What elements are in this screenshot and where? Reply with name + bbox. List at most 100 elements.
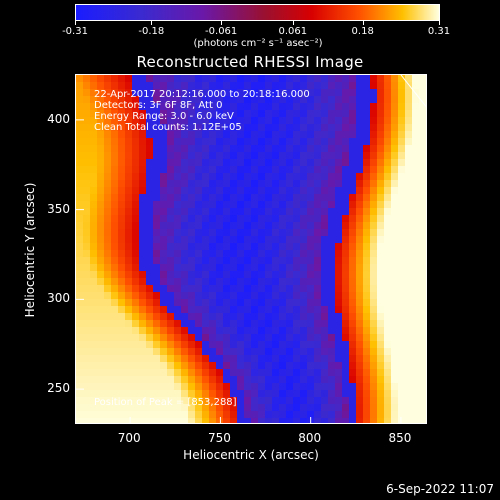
heatmap-cell bbox=[104, 355, 112, 363]
heatmap-cell bbox=[419, 362, 426, 370]
heatmap-cell bbox=[321, 418, 329, 423]
heatmap-cell bbox=[76, 292, 84, 300]
heatmap-cell bbox=[125, 75, 133, 83]
heatmap-cell bbox=[132, 341, 140, 349]
heatmap-cell bbox=[419, 383, 426, 391]
heatmap-cell bbox=[244, 362, 252, 370]
heatmap-cell bbox=[97, 383, 105, 391]
heatmap-cell bbox=[349, 278, 357, 286]
heatmap-cell bbox=[160, 418, 168, 423]
heatmap-cell bbox=[216, 201, 224, 209]
heatmap-cell bbox=[286, 103, 294, 111]
heatmap-cell bbox=[167, 299, 175, 307]
heatmap-cell bbox=[265, 292, 273, 300]
heatmap-cell bbox=[412, 271, 420, 279]
heatmap-cell bbox=[279, 264, 287, 272]
heatmap-cell bbox=[111, 110, 119, 118]
heatmap-cell bbox=[265, 397, 273, 405]
heatmap-cell bbox=[419, 285, 426, 293]
heatmap-cell bbox=[370, 341, 378, 349]
heatmap-cell bbox=[223, 75, 231, 83]
heatmap-cell bbox=[244, 152, 252, 160]
heatmap-cell bbox=[279, 201, 287, 209]
heatmap-cell bbox=[356, 348, 364, 356]
heatmap-cell bbox=[412, 278, 420, 286]
heatmap-cell bbox=[293, 313, 301, 321]
heatmap-cell bbox=[293, 306, 301, 314]
heatmap-cell bbox=[202, 334, 210, 342]
heatmap-cell bbox=[132, 348, 140, 356]
heatmap-cell bbox=[118, 103, 126, 111]
heatmap-cell bbox=[405, 264, 413, 272]
heatmap-cell bbox=[307, 82, 315, 90]
heatmap-cell bbox=[97, 201, 105, 209]
heatmap-cell bbox=[272, 362, 280, 370]
heatmap-cell bbox=[111, 376, 119, 384]
heatmap-cell bbox=[335, 173, 343, 181]
heatmap-cell bbox=[300, 397, 308, 405]
heatmap-cell bbox=[223, 376, 231, 384]
heatmap-cell bbox=[216, 348, 224, 356]
heatmap-cell bbox=[328, 138, 336, 146]
heatmap-cell bbox=[363, 243, 371, 251]
heatmap-cell bbox=[174, 411, 182, 419]
heatmap-cell bbox=[272, 306, 280, 314]
heatmap-cell bbox=[195, 369, 203, 377]
heatmap-cell bbox=[76, 264, 84, 272]
heatmap-cell bbox=[265, 82, 273, 90]
heatmap-cell bbox=[363, 89, 371, 97]
heatmap-cell bbox=[223, 404, 231, 412]
heatmap-cell bbox=[272, 355, 280, 363]
heatmap-cell bbox=[426, 299, 427, 307]
heatmap-cell bbox=[342, 320, 350, 328]
heatmap-cell bbox=[216, 96, 224, 104]
heatmap-cell bbox=[314, 166, 322, 174]
heatmap-cell bbox=[132, 292, 140, 300]
heatmap-cell bbox=[83, 194, 91, 202]
heatmap-cell bbox=[146, 222, 154, 230]
heatmap-cell bbox=[216, 257, 224, 265]
heatmap-cell bbox=[251, 257, 259, 265]
heatmap-cell bbox=[132, 369, 140, 377]
heatmap-cell bbox=[419, 320, 426, 328]
heatmap-cell bbox=[174, 180, 182, 188]
heatmap-cell bbox=[132, 131, 140, 139]
heatmap-cell bbox=[384, 138, 392, 146]
heatmap-cell bbox=[293, 180, 301, 188]
heatmap-cell bbox=[132, 278, 140, 286]
heatmap-cell bbox=[265, 278, 273, 286]
heatmap-cell bbox=[76, 404, 84, 412]
heatmap-cell bbox=[419, 299, 426, 307]
heatmap-cell bbox=[223, 327, 231, 335]
heatmap-cell bbox=[279, 278, 287, 286]
heatmap-cell bbox=[321, 194, 329, 202]
heatmap-cell bbox=[412, 117, 420, 125]
peak-position-label: Position of Peak = [853,288] bbox=[94, 397, 237, 408]
heatmap-cell bbox=[405, 334, 413, 342]
heatmap-cell bbox=[419, 201, 426, 209]
heatmap-cell bbox=[251, 89, 259, 97]
heatmap-cell bbox=[314, 194, 322, 202]
heatmap-cell bbox=[139, 110, 147, 118]
solar-limb-line bbox=[400, 75, 426, 108]
heatmap-cell bbox=[412, 320, 420, 328]
heatmap-cell bbox=[139, 292, 147, 300]
heatmap-cell bbox=[363, 278, 371, 286]
heatmap-cell bbox=[83, 397, 91, 405]
heatmap-cell bbox=[223, 278, 231, 286]
heatmap-cell bbox=[398, 75, 406, 83]
heatmap-cell bbox=[174, 145, 182, 153]
heatmap-cell bbox=[377, 418, 385, 423]
heatmap-cell bbox=[265, 264, 273, 272]
heatmap-cell bbox=[118, 271, 126, 279]
heatmap-cell bbox=[104, 215, 112, 223]
heatmap-cell bbox=[146, 145, 154, 153]
heatmap-cell bbox=[195, 341, 203, 349]
heatmap-cell bbox=[405, 110, 413, 118]
heatmap-cell bbox=[97, 348, 105, 356]
heatmap-cell bbox=[335, 131, 343, 139]
heatmap-cell bbox=[349, 418, 357, 423]
heatmap-cell bbox=[419, 257, 426, 265]
heatmap-cell bbox=[272, 201, 280, 209]
heatmap-cell bbox=[146, 96, 154, 104]
